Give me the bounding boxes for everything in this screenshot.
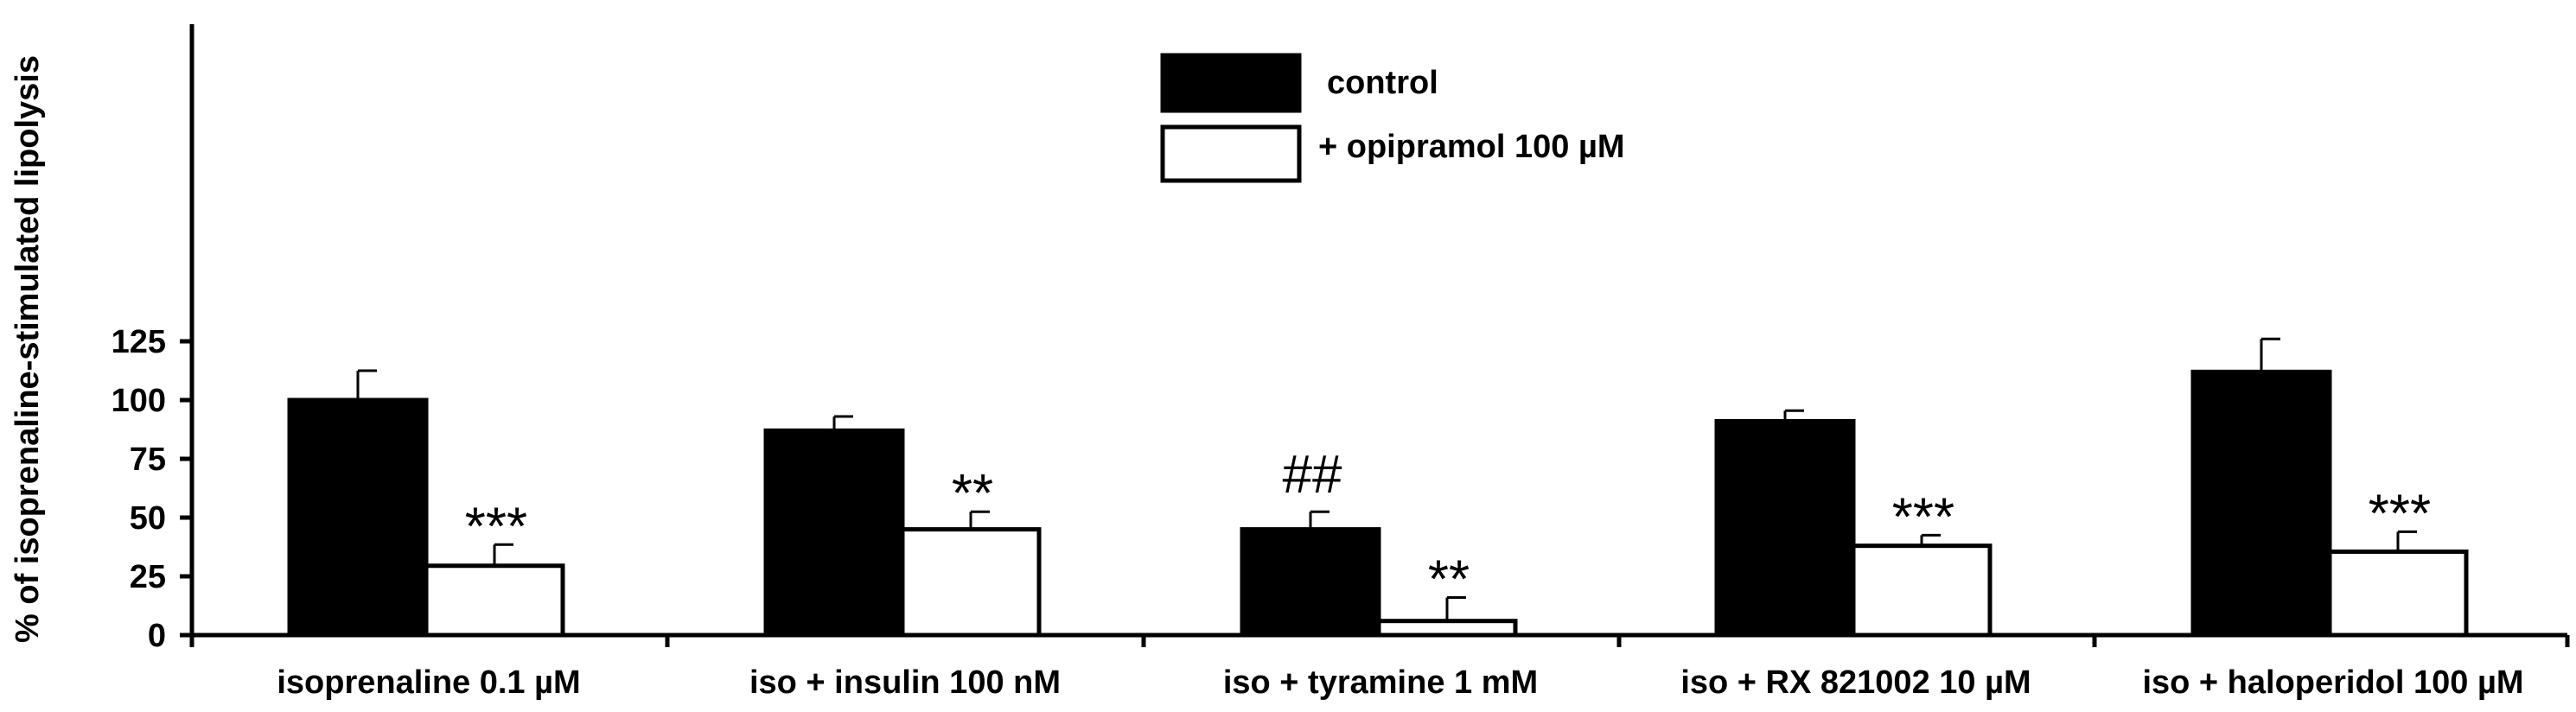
bar-opipramol <box>1851 544 1993 638</box>
significance-label: *** <box>1892 487 1954 547</box>
y-tick-label: 75 <box>130 442 166 478</box>
legend-label-control: control <box>1327 65 1438 101</box>
bar-opipramol <box>424 563 565 638</box>
legend-swatch-control <box>1160 53 1302 113</box>
significance-label: ** <box>952 464 993 524</box>
bar-control <box>1240 527 1381 638</box>
y-axis-label: % of isoprenaline-stimulated lipolysis <box>10 55 46 643</box>
bar-opipramol <box>1376 619 1518 638</box>
x-tick-label: isoprenaline 0.1 µM <box>277 664 580 701</box>
y-tick-label: 125 <box>112 324 166 360</box>
significance-label: ## <box>1283 445 1342 505</box>
legend-swatch-opipramol <box>1160 124 1302 183</box>
x-tick-label: iso + insulin 100 nM <box>749 664 1061 701</box>
y-tick-label: 50 <box>130 500 166 537</box>
bar-control <box>763 428 905 638</box>
x-tick-label: iso + tyramine 1 mM <box>1223 664 1538 701</box>
bar-control <box>2190 369 2332 638</box>
legend-label-opipramol: + opipramol 100 µM <box>1318 129 1625 165</box>
significance-label: ** <box>1428 550 1470 609</box>
bar-control <box>1714 418 1856 638</box>
y-tick-label: 0 <box>148 618 166 654</box>
y-tick-label: 25 <box>130 559 166 595</box>
plot-area: 0 25 50 75 100 125 isoprenaline 0.1 µM iso + in… <box>112 24 2570 701</box>
significance-label: *** <box>2369 484 2431 544</box>
bar-control <box>287 397 429 638</box>
y-tick-label: 100 <box>112 383 166 419</box>
bar-opipramol <box>2327 549 2469 638</box>
significance-label: *** <box>465 497 527 556</box>
x-tick-label: iso + RX 821002 10 µM <box>1680 664 2031 701</box>
bar-opipramol <box>900 527 1042 638</box>
legend: control + opipramol 100 µM <box>1160 53 1625 183</box>
x-tick-label: iso + haloperidol 100 µM <box>2142 664 2523 701</box>
